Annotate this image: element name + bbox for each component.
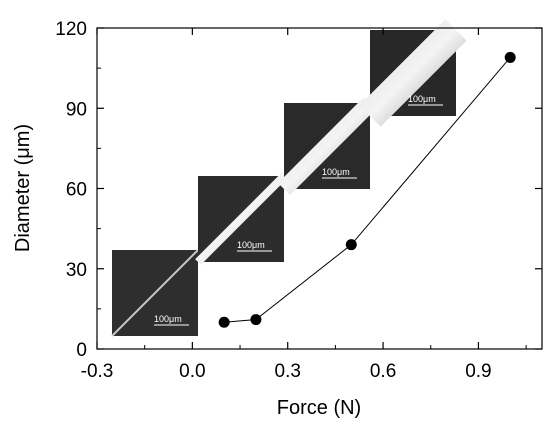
x-tick-labels: -0.3 0.0 0.3 0.6 0.9	[81, 361, 492, 382]
sem-inset-4: 100μm	[359, 19, 467, 127]
sem-inset-3: 100μm	[277, 96, 377, 196]
data-point	[345, 239, 357, 251]
scale-label: 100μm	[408, 94, 436, 104]
sem-inset-2: 100μm	[195, 173, 287, 265]
x-tick-label: -0.3	[81, 361, 114, 382]
scale-label: 100μm	[154, 314, 182, 324]
series	[218, 51, 516, 328]
data-point	[218, 316, 230, 328]
y-axis-title: Diameter (μm)	[12, 124, 34, 252]
x-tick-label: 0.6	[370, 361, 396, 382]
data-point	[250, 314, 262, 326]
y-tick-labels: 0 30 60 90 120	[55, 19, 87, 361]
series-line	[224, 57, 511, 323]
y-tick-label: 120	[55, 19, 87, 40]
y-tick-label: 30	[66, 260, 87, 281]
x-tick-label: 0.0	[179, 361, 205, 382]
scale-label: 100μm	[237, 240, 265, 250]
x-tick-label: 0.9	[465, 361, 491, 382]
x-tick-label: 0.3	[275, 361, 301, 382]
x-axis-title: Force (N)	[277, 397, 361, 419]
data-point	[504, 51, 516, 63]
axis-ticks	[96, 27, 542, 350]
sem-inset-1: 100μm	[111, 249, 199, 337]
y-tick-label: 60	[66, 180, 87, 201]
y-tick-label: 90	[66, 99, 87, 120]
sem-insets: 100μm 100μm 100μm 100μm	[111, 19, 467, 337]
y-tick-label: 0	[76, 340, 87, 361]
scale-label: 100μm	[322, 167, 350, 177]
